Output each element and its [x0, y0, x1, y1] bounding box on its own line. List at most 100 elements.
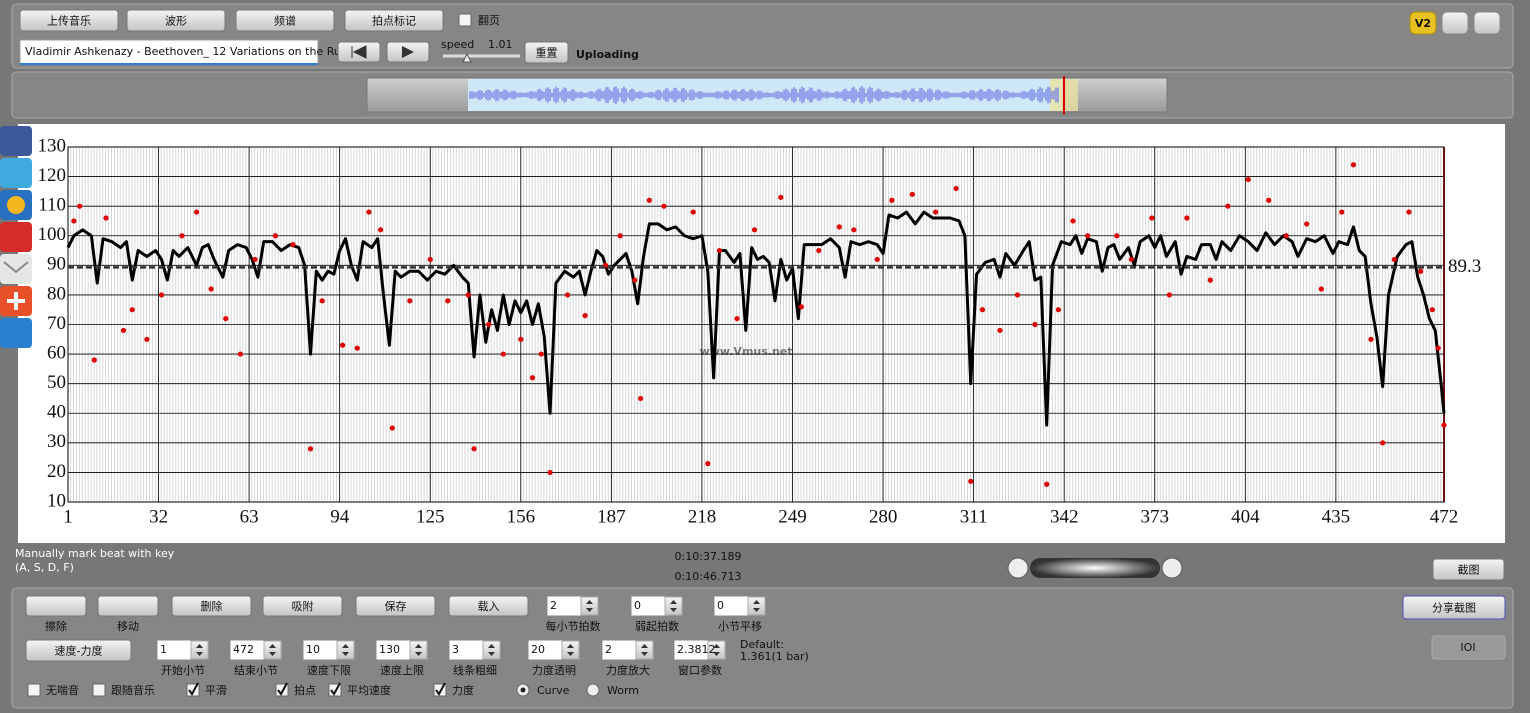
- beat-point: [1284, 233, 1289, 238]
- twitter-icon[interactable]: [0, 158, 32, 188]
- radio[interactable]: [587, 684, 599, 696]
- beat-point: [1208, 278, 1213, 283]
- beat-point: [1418, 269, 1423, 274]
- home-icon[interactable]: [1442, 12, 1468, 34]
- beat-point: [518, 337, 523, 342]
- spinner-label: 开始小节: [161, 663, 205, 677]
- tool-button[interactable]: [26, 596, 86, 616]
- speed-value: 1.01: [488, 38, 513, 51]
- wave-icon[interactable]: [1008, 558, 1028, 578]
- mail-icon[interactable]: [0, 254, 32, 284]
- action-button-label: 保存: [385, 599, 407, 613]
- spinner-arrows[interactable]: [665, 597, 682, 615]
- beat-point: [77, 204, 82, 209]
- x-tick-label: 1: [63, 506, 73, 527]
- beat-point: [647, 198, 652, 203]
- spinner-arrows[interactable]: [483, 641, 500, 659]
- x-tick-label: 156: [507, 506, 536, 527]
- screenshot-button-label: 截图: [1458, 563, 1480, 577]
- action-button-label: 删除: [201, 599, 223, 613]
- wave-selection[interactable]: [468, 79, 1062, 111]
- beat-point: [851, 227, 856, 232]
- spinner-label: 速度下限: [307, 663, 351, 677]
- beat-point: [471, 446, 476, 451]
- spinner-value: 472: [233, 643, 254, 656]
- spinner-arrows[interactable]: [191, 641, 208, 659]
- beat-point: [1436, 346, 1441, 351]
- check-label: 拍点: [294, 683, 316, 697]
- toolbar-button-label: 上传音乐: [47, 14, 91, 28]
- toolbar-button-label: 波形: [165, 15, 187, 28]
- beat-point: [308, 446, 313, 451]
- beat-point: [980, 307, 985, 312]
- x-tick-label: 311: [960, 506, 988, 527]
- beat-point: [71, 218, 76, 223]
- spinner-arrows[interactable]: [264, 641, 281, 659]
- ioi-label: IOI: [1460, 641, 1475, 654]
- volume-slider[interactable]: [1030, 558, 1160, 578]
- checkbox[interactable]: [459, 14, 471, 26]
- y-tick-label: 130: [38, 135, 67, 156]
- spinner-arrows[interactable]: [410, 641, 427, 659]
- x-tick-label: 32: [149, 506, 168, 527]
- y-tick-label: 120: [38, 165, 67, 186]
- weibo-icon[interactable]: [0, 222, 32, 252]
- beat-point: [130, 307, 135, 312]
- beat-point: [340, 343, 345, 348]
- beat-point: [968, 479, 973, 484]
- beat-point: [889, 198, 894, 203]
- checkbox[interactable]: [28, 684, 40, 696]
- beat-point: [121, 328, 126, 333]
- beat-point: [1114, 233, 1119, 238]
- x-tick-label: 249: [778, 506, 807, 527]
- beat-point: [1368, 337, 1373, 342]
- beat-point: [530, 375, 535, 380]
- radio-label: Curve: [537, 684, 570, 697]
- spinner-arrows[interactable]: [748, 597, 765, 615]
- beat-point: [799, 304, 804, 309]
- spinner-value: 2: [550, 599, 557, 612]
- check-label: 平均速度: [347, 683, 391, 697]
- spinner-label: 力度放大: [606, 663, 650, 677]
- spinner-arrows[interactable]: [636, 641, 653, 659]
- beat-point: [547, 470, 552, 475]
- tool-button[interactable]: [98, 596, 158, 616]
- wave-icon[interactable]: [1162, 558, 1182, 578]
- upload-status: Uploading: [576, 48, 639, 61]
- social-bar: [0, 126, 32, 348]
- beat-point: [752, 227, 757, 232]
- beat-point: [407, 298, 412, 303]
- beat-point: [1056, 307, 1061, 312]
- checkbox[interactable]: [93, 684, 105, 696]
- beat-point: [1015, 292, 1020, 297]
- tool-label: 移动: [117, 620, 139, 633]
- beat-point: [194, 209, 199, 214]
- beat-point: [92, 357, 97, 362]
- beat-point: [1351, 162, 1356, 167]
- beat-point: [954, 186, 959, 191]
- spinner-arrows[interactable]: [337, 641, 354, 659]
- x-tick-label: 342: [1050, 506, 1079, 527]
- spinner-label: 小节平移: [718, 620, 762, 633]
- spinner-value: 130: [379, 643, 400, 656]
- beat-point: [618, 233, 623, 238]
- beat-point: [1319, 286, 1324, 291]
- radio-label: Worm: [607, 684, 639, 697]
- beat-point: [539, 351, 544, 356]
- spinner-arrows[interactable]: [581, 597, 598, 615]
- help-icon[interactable]: [0, 318, 32, 348]
- spinner-arrows[interactable]: [562, 641, 579, 659]
- y-tick-label: 90: [47, 254, 66, 275]
- beat-point: [445, 298, 450, 303]
- hint: Manually mark beat with key: [15, 547, 175, 560]
- screen-icon[interactable]: [1474, 12, 1500, 34]
- beat-point: [1246, 177, 1251, 182]
- x-tick-label: 125: [416, 506, 445, 527]
- beat-point: [209, 286, 214, 291]
- beat-point: [778, 195, 783, 200]
- facebook-icon[interactable]: [0, 126, 32, 156]
- x-tick-label: 280: [869, 506, 898, 527]
- x-tick-label: 404: [1231, 506, 1260, 527]
